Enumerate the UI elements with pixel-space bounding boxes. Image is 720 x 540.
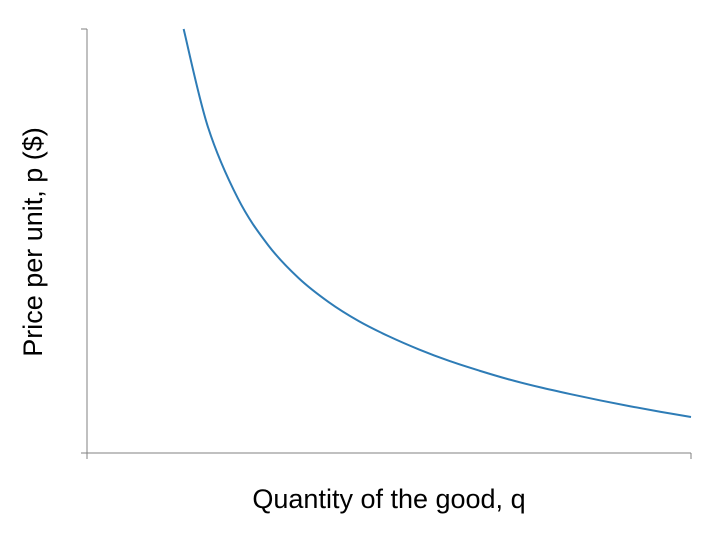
series-layer <box>182 28 692 418</box>
x-axis-label: Quantity of the good, q <box>252 484 525 514</box>
y-axis-label: Price per unit, p ($) <box>18 127 48 357</box>
demand-curve-line <box>182 28 692 418</box>
